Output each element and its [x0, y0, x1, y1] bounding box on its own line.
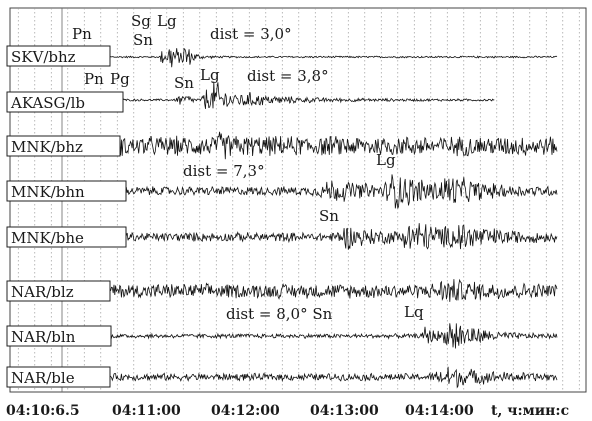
- x-tick-label: 04:11:00: [112, 403, 181, 419]
- seismic-trace-mnk-bhz: [86, 131, 558, 160]
- channel-label: SKV/bhz: [11, 48, 76, 66]
- seismic-trace-nar-blz: [86, 278, 558, 302]
- channel-label-box: [6, 135, 121, 157]
- phase-label: Lg: [157, 12, 177, 30]
- distance-label: dist = 8,0° Sn: [226, 305, 333, 323]
- phase-label: Pn: [72, 25, 92, 43]
- phase-label: Sn: [174, 74, 194, 92]
- channel-label: NAR/blz: [11, 283, 74, 301]
- phase-label: Lg: [376, 151, 396, 169]
- seismic-trace-akasg-lb: [86, 81, 495, 109]
- seismic-trace-mnk-bhe: [86, 223, 558, 250]
- distance-label: dist = 3,8°: [247, 67, 329, 85]
- channel-label: NAR/bln: [11, 328, 76, 346]
- channel-label-box: [6, 226, 127, 248]
- channel-label: MNK/bhz: [11, 138, 83, 156]
- traces: [86, 47, 558, 389]
- x-tick-label: 04:10:6.5: [6, 403, 80, 419]
- channel-label: MNK/bhn: [11, 183, 85, 201]
- phase-label: Pn: [84, 70, 104, 88]
- phase-label: Sn: [133, 31, 153, 49]
- channel-label-box: [6, 180, 127, 202]
- x-axis: 04:10:6.5 04:11:00 04:12:00 04:13:00 04:…: [6, 403, 569, 419]
- x-tick-label: 04:12:00: [211, 403, 280, 419]
- channel-label-box: [6, 280, 111, 302]
- phase-label: Sn: [319, 207, 339, 225]
- channel-label: NAR/ble: [11, 369, 75, 387]
- channel-label: MNK/bhe: [11, 229, 84, 247]
- phase-label: Lq: [404, 303, 424, 321]
- seismic-trace-nar-bln: [86, 323, 558, 349]
- x-tick-label: 04:13:00: [310, 403, 379, 419]
- seismic-trace-mnk-bhn: [86, 174, 558, 209]
- seismic-trace-nar-ble: [86, 366, 558, 389]
- channel-label-box: [6, 366, 111, 388]
- phase-annotations: Pn Sg Lg Sn dist = 3,0° Pn Pg Sn Lg dist…: [72, 12, 424, 323]
- channel-label-box: [6, 91, 124, 113]
- x-tick-label: 04:14:00: [405, 403, 474, 419]
- seismic-trace-skv-bhz: [91, 47, 558, 68]
- channel-label-box: [6, 45, 111, 67]
- x-axis-label: t, ч:мин:с: [491, 403, 569, 419]
- channel-label: AKASG/lb: [10, 94, 85, 112]
- channel-label-box: [6, 325, 112, 347]
- channel-labels: SKV/bhz AKASG/lb MNK/bhz MNK/bhn MNK/bhe…: [6, 45, 127, 388]
- phase-label: Sg: [131, 12, 151, 30]
- distance-label: dist = 3,0°: [210, 25, 292, 43]
- phase-label: Lg: [200, 66, 220, 84]
- phase-label: Pg: [110, 70, 130, 88]
- distance-label: dist = 7,3°: [183, 162, 265, 180]
